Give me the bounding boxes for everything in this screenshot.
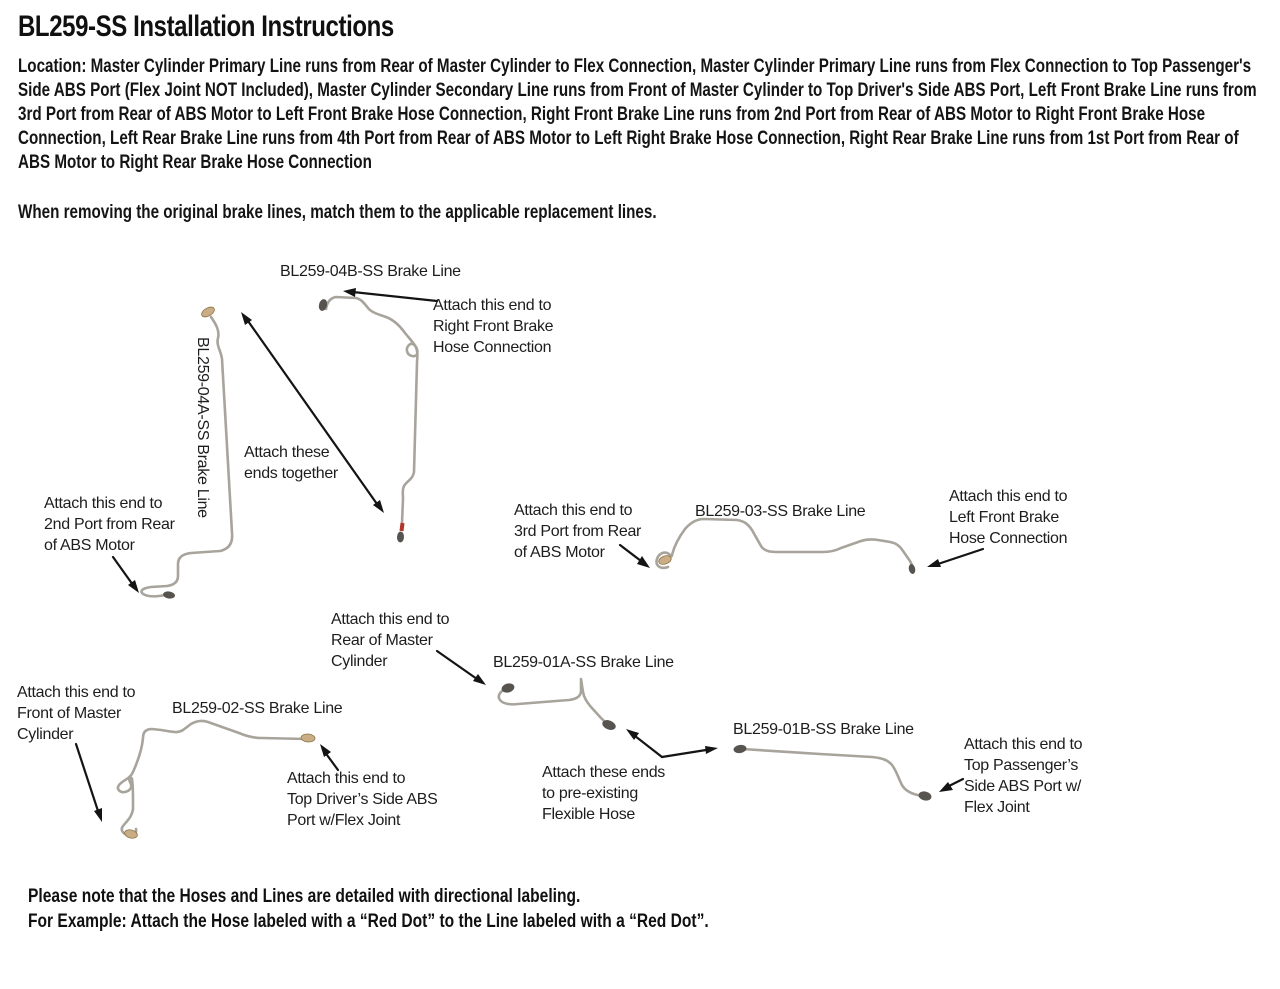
fitting-04b-top	[318, 299, 328, 311]
footer-note-line1: Please note that the Hoses and Lines are…	[28, 886, 581, 907]
arrowhead-left-front-hose	[927, 559, 941, 567]
arrow-to-flexible-hose-right	[660, 748, 708, 759]
annotation-passengers-abs-port: Attach this end to Top Passenger’s Side …	[964, 736, 1083, 816]
arrowhead-front-master-cylinder	[94, 808, 102, 822]
fitting-04a-bottom	[163, 591, 175, 599]
removal-note: When removing the original brake lines, …	[18, 202, 657, 223]
arrowhead-ends-together-top	[241, 312, 252, 325]
fitting-01a-right	[602, 720, 616, 730]
arrowhead-drivers-abs-port	[320, 744, 331, 757]
annotation-front-master-cylinder: Attach this end to Front of Master Cylin…	[17, 684, 136, 743]
arrowhead-ends-together-bottom	[373, 500, 384, 513]
brake-line-01a-path	[497, 677, 610, 726]
label-bl259-03: BL259-03-SS Brake Line	[695, 503, 866, 520]
fitting-03-left	[658, 555, 672, 565]
brake-line-01b-path	[740, 747, 923, 798]
brake-lines	[116, 295, 923, 837]
label-bl259-01a: BL259-01A-SS Brake Line	[493, 654, 674, 671]
arrowhead-passengers-abs-port	[939, 782, 953, 792]
arrow-to-front-master-cylinder	[74, 742, 101, 816]
location-paragraph: Location: Master Cylinder Primary Line r…	[18, 56, 1257, 173]
arrowhead-rear-master-cylinder	[473, 674, 486, 685]
red-dot-marker	[399, 522, 405, 532]
fitting-04a-top	[201, 306, 215, 318]
brake-line-04b-path	[324, 295, 419, 525]
brake-line-02-path	[116, 719, 309, 837]
footer-note-line2: For Example: Attach the Hose labeled wit…	[28, 911, 709, 932]
annotation-flexible-hose: Attach these ends to pre-existing Flexib…	[542, 764, 665, 823]
fitting-01a-left	[501, 683, 515, 693]
arrow-to-right-front-hose	[351, 290, 439, 303]
annotation-right-front-hose: Attach this end to Right Front Brake Hos…	[433, 297, 554, 356]
arrowhead-flexible-hose-left	[626, 729, 639, 740]
fitting-02-right	[300, 733, 316, 743]
fitting-02-bottom	[124, 829, 138, 839]
arrow-to-left-front-hose	[936, 547, 985, 566]
label-bl259-01b: BL259-01B-SS Brake Line	[733, 721, 914, 738]
arrow-to-flexible-hose-left	[633, 734, 664, 759]
fitting-03-right	[908, 564, 916, 574]
annotation-rear-master-cylinder: Attach this end to Rear of Master Cylind…	[331, 611, 450, 670]
label-bl259-04b: BL259-04B-SS Brake Line	[280, 263, 461, 280]
arrow-to-passengers-abs-port	[947, 777, 965, 788]
annotation-left-front-hose: Attach this end to Left Front Brake Hose…	[949, 488, 1068, 547]
fitting-04b-bottom	[396, 531, 405, 543]
arrowhead-2nd-port	[128, 580, 139, 593]
page-title: BL259-SS Installation Instructions	[18, 10, 394, 43]
brake-line-03-path	[655, 517, 915, 572]
fitting-01b-right	[918, 791, 932, 801]
arrowhead-flexible-hose-right	[705, 746, 718, 754]
fitting-01b-left	[733, 744, 747, 754]
arrowhead-right-front-hose	[343, 288, 356, 297]
label-bl259-04a: BL259-04A-SS Brake Line	[194, 337, 211, 518]
annotation-ends-together: Attach these ends together	[244, 444, 338, 482]
label-bl259-02: BL259-02-SS Brake Line	[172, 700, 343, 717]
arrow-to-2nd-port	[111, 555, 135, 587]
annotation-3rd-port: Attach this end to 3rd Port from Rear of…	[514, 502, 642, 561]
annotation-2nd-port: Attach this end to 2nd Port from Rear of…	[44, 495, 175, 554]
annotation-drivers-abs-port: Attach this end to Top Driver’s Side ABS…	[287, 770, 438, 829]
